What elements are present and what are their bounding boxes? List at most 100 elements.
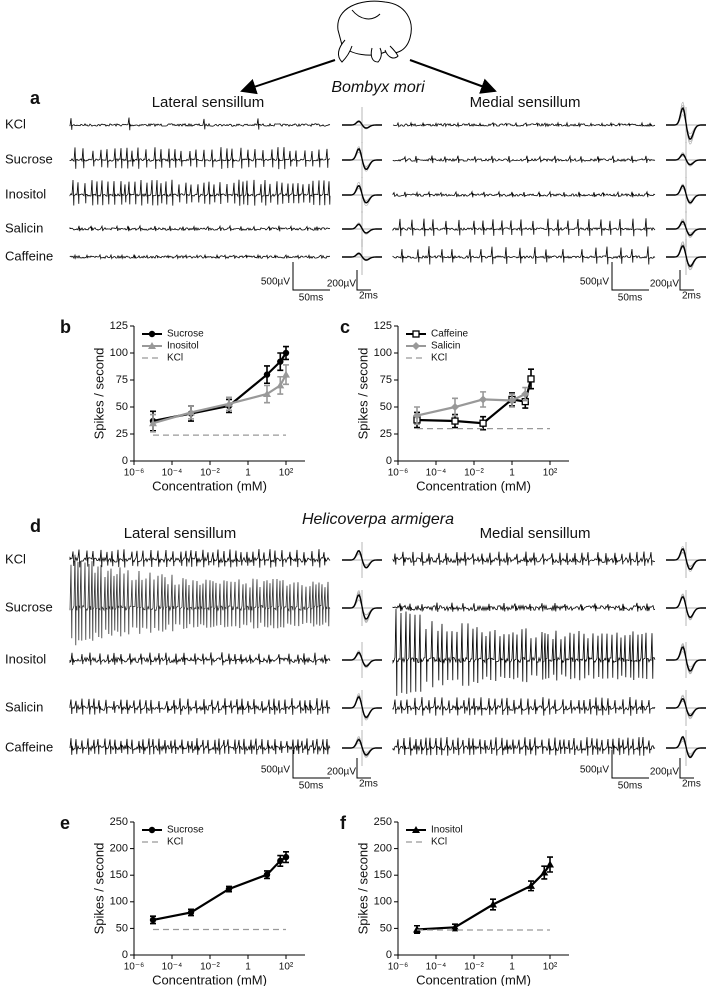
x-tick-label: 1 xyxy=(245,962,251,973)
legend-marker xyxy=(412,342,420,350)
x-tick-label: 10⁻⁶ xyxy=(388,468,409,479)
scale-bar xyxy=(292,262,330,291)
marker xyxy=(276,381,285,389)
series-line xyxy=(416,863,551,931)
y-tick-label: 50 xyxy=(116,922,128,934)
lateral-title: Lateral sensillum xyxy=(152,94,265,111)
marker xyxy=(546,860,554,868)
marker xyxy=(149,419,157,427)
marker xyxy=(527,375,535,383)
x-tick-label: 10⁻⁶ xyxy=(124,962,145,973)
scale-label: 200µV xyxy=(327,279,356,290)
marker xyxy=(451,923,459,931)
y-tick-label: 25 xyxy=(116,428,128,440)
scale-label: 2ms xyxy=(682,291,701,302)
row-label: Inositol xyxy=(5,186,46,201)
spike-waveform xyxy=(666,697,706,717)
panel-label: e xyxy=(60,813,70,833)
x-axis-label: Concentration (mM) xyxy=(416,972,531,986)
spike-waveform xyxy=(342,147,382,171)
panel-label: c xyxy=(340,317,350,337)
recording-trace xyxy=(69,549,331,568)
row-label: Salicin xyxy=(5,220,43,235)
spike-waveform xyxy=(666,184,706,204)
x-tick-label: 10² xyxy=(279,962,294,973)
y-axis-label: Spikes / second xyxy=(355,843,370,935)
marker xyxy=(282,349,290,357)
recording-trace xyxy=(69,738,331,755)
marker xyxy=(479,419,487,427)
y-tick-label: 75 xyxy=(380,374,392,386)
medial-title: Medial sensillum xyxy=(470,94,581,111)
marker xyxy=(479,395,488,404)
marker xyxy=(508,396,516,405)
x-tick-label: 10⁻⁴ xyxy=(162,468,183,479)
y-tick-label: 125 xyxy=(110,320,128,332)
x-tick-label: 1 xyxy=(509,962,515,973)
marker xyxy=(282,853,290,861)
x-tick-label: 10⁻⁴ xyxy=(426,468,447,479)
recording-trace xyxy=(69,147,331,170)
x-axis-label: Concentration (mM) xyxy=(416,478,531,493)
x-tick-label: 10² xyxy=(543,962,558,973)
medial-title: Medial sensillum xyxy=(480,525,591,542)
recording-trace xyxy=(392,190,656,198)
recording-trace xyxy=(69,179,331,206)
scale-bar xyxy=(679,270,694,291)
row-label: KCl xyxy=(5,116,26,131)
recording-trace xyxy=(69,253,330,260)
row-label: KCl xyxy=(5,551,26,566)
marker xyxy=(263,371,271,378)
y-tick-label: 50 xyxy=(380,922,392,934)
legend-label: Caffeine xyxy=(431,329,469,340)
x-tick-label: 10⁻⁴ xyxy=(426,962,447,973)
y-tick-label: 0 xyxy=(122,949,128,961)
panel-label: b xyxy=(60,317,71,337)
lateral-title: Lateral sensillum xyxy=(124,525,237,542)
panel-label: d xyxy=(30,516,41,536)
y-tick-label: 150 xyxy=(110,869,128,881)
row-label: Sucrose xyxy=(5,599,53,614)
scale-label: 200µV xyxy=(650,767,679,778)
x-tick-label: 10⁻² xyxy=(464,962,484,973)
row-label: Inositol xyxy=(5,651,46,666)
recording-trace xyxy=(392,246,656,265)
legend-label: Sucrose xyxy=(167,329,204,340)
scale-label: 200µV xyxy=(327,767,356,778)
scale-bar xyxy=(679,758,694,779)
species-title: Bombyx mori xyxy=(331,79,425,96)
panel-label: a xyxy=(30,88,41,108)
y-tick-label: 250 xyxy=(374,816,392,828)
y-tick-label: 250 xyxy=(110,816,128,828)
legend-label: KCl xyxy=(167,837,183,848)
y-axis-label: Spikes / second xyxy=(91,348,106,440)
spike-waveform xyxy=(666,735,706,759)
arrow xyxy=(409,59,497,94)
y-tick-label: 200 xyxy=(110,843,128,855)
row-label: Caffeine xyxy=(5,739,53,754)
series-line xyxy=(152,856,287,921)
marker xyxy=(540,868,549,876)
x-tick-label: 1 xyxy=(509,468,515,479)
y-tick-label: 150 xyxy=(374,869,392,881)
spike-waveform xyxy=(666,153,706,166)
legend-label: Salicin xyxy=(431,341,460,352)
legend-label: Inositol xyxy=(431,825,463,836)
y-tick-label: 0 xyxy=(122,455,128,467)
scale-bar xyxy=(292,750,330,779)
recording-trace xyxy=(69,117,331,131)
spike-waveform xyxy=(342,120,382,129)
recording-trace xyxy=(69,652,331,666)
marker xyxy=(187,909,195,916)
spike-waveform xyxy=(666,107,706,140)
marker xyxy=(521,390,530,399)
scale-label: 200µV xyxy=(650,279,679,290)
x-axis-label: Concentration (mM) xyxy=(152,972,267,986)
y-tick-label: 50 xyxy=(116,401,128,413)
x-tick-label: 10⁻⁶ xyxy=(388,962,409,973)
legend-label: KCl xyxy=(167,353,183,364)
legend-label: KCl xyxy=(431,837,447,848)
marker xyxy=(263,390,271,398)
scale-label: 2ms xyxy=(359,291,378,302)
